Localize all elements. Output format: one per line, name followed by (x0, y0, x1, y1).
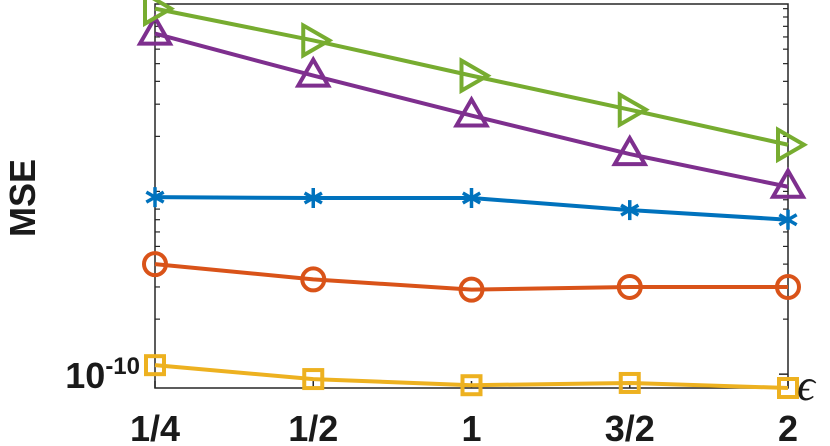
data-point-square (302, 368, 325, 391)
data-point-square (144, 354, 166, 377)
data-point-circle (616, 273, 643, 300)
data-point-triangle-right (617, 91, 650, 129)
series-square (144, 354, 799, 399)
data-point-triangle-up (769, 166, 807, 199)
x-tick-label: 2 (778, 408, 798, 446)
data-point-square (618, 371, 641, 394)
data-point-asterisk (145, 187, 165, 208)
series-line (154, 31, 789, 189)
y-tick-exponent: -10 (105, 353, 140, 380)
data-point-square (777, 377, 799, 399)
data-point-asterisk (461, 188, 482, 209)
data-point-triangle-right (143, 0, 176, 28)
y-tick-label: 10-10 (65, 353, 140, 396)
x-tick-label: 1/2 (288, 408, 338, 446)
data-point-triangle-up (453, 95, 490, 128)
data-point-asterisk (778, 209, 798, 230)
x-tick-label: 1/4 (130, 408, 180, 446)
series-triangle-right (143, 0, 809, 164)
series-circle (142, 251, 801, 303)
data-point-triangle-up (611, 134, 649, 167)
y-tick-base: 10 (65, 355, 105, 396)
data-point-circle (300, 266, 327, 293)
labels: MSE ϵ 10-10 (2, 159, 817, 410)
data-point-asterisk (620, 200, 640, 221)
data-point-triangle-right (301, 21, 334, 59)
asterisk-stroke (461, 191, 482, 205)
asterisk-stroke (620, 203, 640, 217)
series-line (154, 262, 788, 292)
data-point-triangle-right (776, 126, 809, 164)
data-point-asterisk (303, 188, 323, 209)
series-line (154, 363, 789, 390)
data-point-triangle-up (136, 13, 174, 46)
x-tick-label: 1 (461, 408, 481, 446)
y-axis-label: MSE (2, 159, 43, 237)
data-point-circle (775, 273, 801, 300)
asterisk-stroke (145, 190, 165, 204)
data-point-triangle-up (294, 55, 332, 88)
series-layer (136, 0, 809, 399)
data-point-circle (142, 251, 168, 278)
asterisk-stroke (303, 191, 323, 205)
data-point-square (460, 374, 483, 397)
x-tick-label: 3/2 (605, 408, 655, 446)
asterisk-stroke (778, 213, 798, 227)
series-asterisk (145, 187, 798, 230)
series-triangle-up (136, 13, 807, 199)
x-axis-label: ϵ (797, 361, 817, 410)
data-point-circle (458, 276, 485, 303)
series-line (154, 6, 789, 147)
data-point-triangle-right (459, 57, 492, 95)
axes: 1/4 1/2 1 3/2 2 (130, 3, 798, 446)
